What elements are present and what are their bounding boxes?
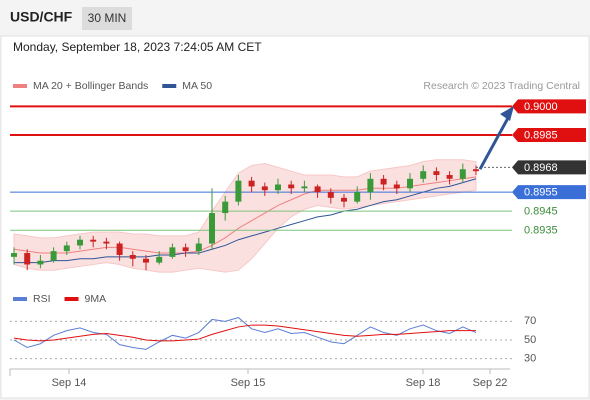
- x-tick-label: Sep 14: [52, 377, 87, 389]
- candle-body: [103, 241, 110, 244]
- level-tag: [512, 185, 586, 200]
- candle-body: [63, 245, 70, 252]
- legend-swatch: [13, 297, 27, 301]
- candle-body: [473, 169, 479, 172]
- candle-body: [50, 251, 57, 261]
- panel: [0, 35, 590, 399]
- candle-body: [195, 243, 202, 252]
- level-tag: [512, 127, 586, 142]
- level-tag: [512, 99, 586, 114]
- candle-body: [433, 171, 440, 175]
- candle-body: [327, 192, 334, 198]
- x-tick-label: Sep 15: [231, 377, 266, 389]
- forecast-arrow: [478, 117, 510, 170]
- candle-body: [116, 243, 123, 255]
- candle-body: [37, 260, 44, 265]
- timeframe: 30 MIN: [88, 11, 127, 25]
- forecast-arrowhead: [500, 106, 514, 121]
- candle-body: [314, 186, 321, 193]
- subtitle: Monday, September 18, 2023 7:24:05 AM CE…: [13, 40, 262, 54]
- level-label: 0.8985: [524, 129, 558, 141]
- legend-label: MA 50: [182, 80, 212, 92]
- candle-body: [446, 174, 453, 179]
- level-label: 0.8945: [524, 206, 558, 218]
- candle-body: [407, 178, 413, 189]
- candle-body: [380, 178, 387, 185]
- candle-body: [288, 184, 295, 189]
- candle-body: [354, 192, 361, 202]
- candle-body: [301, 186, 308, 189]
- candle-body: [24, 253, 31, 265]
- candle-body: [393, 184, 400, 189]
- candle-body: [143, 258, 149, 263]
- legend-swatch: [64, 297, 79, 301]
- legend-label: MA 20 + Bollinger Bands: [33, 80, 148, 92]
- level-label: 0.8955: [524, 187, 558, 199]
- candle-body: [420, 171, 427, 179]
- symbol: USD/CHF: [10, 9, 73, 25]
- ma50-line: [14, 178, 477, 264]
- candle-body: [169, 247, 176, 257]
- candle-body: [248, 180, 255, 187]
- level-label: 0.8935: [524, 225, 558, 237]
- bollinger-band: [13, 159, 477, 273]
- candle-body: [77, 239, 83, 246]
- candle-body: [90, 239, 97, 242]
- x-tick-label: Sep 18: [406, 377, 441, 389]
- candle-body: [235, 180, 242, 202]
- level-label: 0.9000: [524, 101, 558, 113]
- candle-body: [341, 197, 347, 202]
- candle-body: [209, 213, 215, 244]
- candle-body: [11, 253, 17, 257]
- y-tick-label: 50: [524, 334, 536, 346]
- candle-body: [275, 184, 281, 191]
- credit: Research © 2023 Trading Central: [423, 80, 580, 92]
- y-tick-label: 70: [524, 315, 536, 327]
- legend-label: RSI: [33, 293, 51, 305]
- y-tick-label: 30: [524, 353, 536, 365]
- rsi-ma-line: [13, 324, 476, 342]
- candle-body: [367, 178, 374, 193]
- level-tag: [512, 160, 586, 175]
- candle-body: [156, 256, 163, 263]
- candle-body: [182, 247, 189, 252]
- x-tick-label: Sep 22: [473, 377, 508, 389]
- timeframe-box: [82, 7, 132, 30]
- legend-label: 9MA: [85, 293, 107, 305]
- candle-body: [459, 169, 466, 179]
- candle-body: [261, 186, 268, 191]
- legend-swatch: [13, 84, 27, 88]
- level-label: 0.8968: [524, 162, 558, 174]
- candle-body: [222, 201, 229, 214]
- candle-body: [129, 254, 136, 259]
- legend-swatch: [162, 84, 177, 88]
